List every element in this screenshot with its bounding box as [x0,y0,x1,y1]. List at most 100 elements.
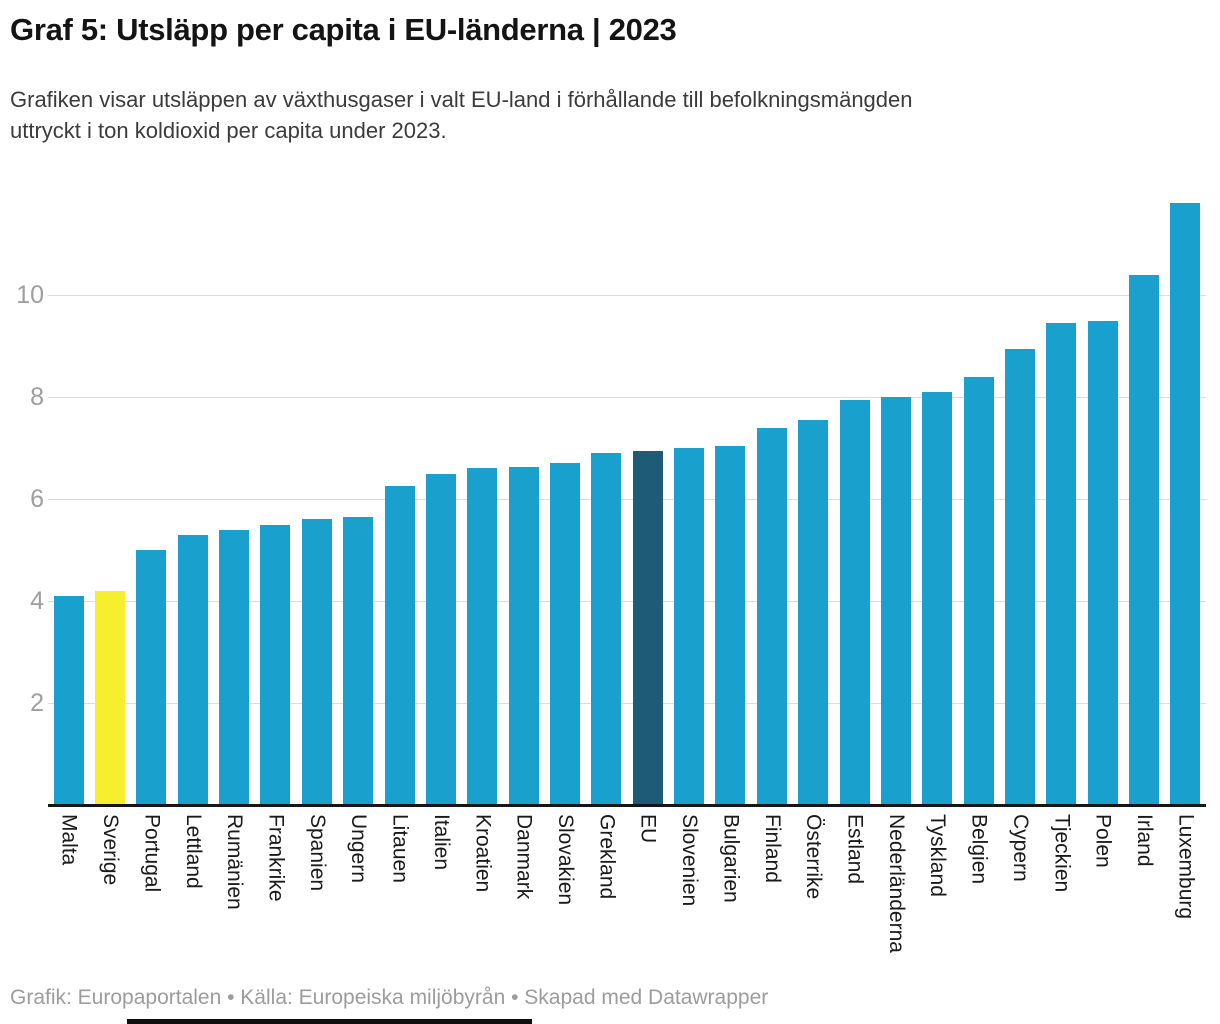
gridline-6 [48,499,1206,501]
bar-bulgarien[interactable] [715,445,746,805]
x-label-column-danmark: Danmark [503,814,544,899]
bar-column-luxemburg [1165,190,1206,805]
bar-column-spanien [296,190,337,805]
x-label-sverige: Sverige [99,814,123,886]
x-label-column-rumänien: Rumänien [213,814,254,910]
bar-column-kroatien [462,190,503,805]
bar-tjeckien[interactable] [1046,323,1077,805]
x-label-lettland: Lettland [181,814,205,889]
x-label-tjeckien: Tjeckien [1050,814,1074,893]
bar-column-irland [1123,190,1164,805]
bar-ungern[interactable] [343,516,374,805]
x-label-column-irland: Irland [1123,814,1164,867]
bar-lettland[interactable] [177,534,208,805]
bar-slovenien[interactable] [674,448,705,805]
bar-column-finland [751,190,792,805]
bar-column-österrike [792,190,833,805]
bar-danmark[interactable] [508,467,539,805]
bottom-strip [127,1019,532,1024]
x-label-grekland: Grekland [595,814,619,900]
x-label-column-kroatien: Kroatien [462,814,503,892]
x-axis-labels: Malta Sverige Portugal Lettland Rumänien Fran… [48,814,1206,974]
bar-column-belgien [958,190,999,805]
bar-österrike[interactable] [798,420,829,805]
bar-portugal[interactable] [136,550,167,805]
x-label-column-italien: Italien [420,814,461,870]
x-label-column-sverige: Sverige [89,814,130,885]
x-label-column-österrike: Österrike [792,814,833,899]
bar-luxemburg[interactable] [1170,203,1201,805]
x-label-litauen: Litauen [388,814,412,883]
bar-column-slovakien [544,190,585,805]
bar-eu[interactable] [632,450,663,805]
bar-column-rumänien [213,190,254,805]
bar-column-italien [420,190,461,805]
bar-nederländerna[interactable] [880,397,911,805]
bar-cypern[interactable] [1004,348,1035,805]
x-label-column-estland: Estland [834,814,875,884]
chart-subtitle: Grafiken visar utsläppen av växthusgaser… [10,84,913,146]
bar-column-lettland [172,190,213,805]
x-label-column-polen: Polen [1082,814,1123,868]
bar-litauen[interactable] [384,486,415,805]
bar-column-cypern [999,190,1040,805]
x-label-portugal: Portugal [140,814,164,893]
x-label-column-litauen: Litauen [379,814,420,883]
x-label-column-spanien: Spanien [296,814,337,891]
y-tick-label-2: 2 [30,689,44,717]
gridline-4 [48,601,1206,603]
bar-spanien[interactable] [301,519,332,805]
chart-title-text: Graf 5: Utsläpp per capita i EU-länderna… [10,12,677,47]
subtitle-line-1: Grafiken visar utsläppen av växthusgaser… [10,87,913,112]
bar-polen[interactable] [1087,320,1118,805]
y-tick-label-8: 8 [30,383,44,412]
bar-malta[interactable] [53,595,84,805]
gridline-8 [48,397,1206,399]
bar-belgien[interactable] [963,376,994,805]
x-label-slovakien: Slovakien [553,814,577,906]
bar-rumänien[interactable] [219,529,250,805]
x-label-nederländerna: Nederländerna [884,814,908,953]
bar-kroatien[interactable] [467,468,498,805]
bar-irland[interactable] [1129,274,1160,805]
x-label-finland: Finland [760,814,784,883]
bar-column-eu [627,190,668,805]
x-label-kroatien: Kroatien [471,814,495,893]
attribution-footer: Grafik: Europaportalen • Källa: Europeis… [10,986,769,1009]
x-axis-line [48,804,1206,807]
x-label-column-finland: Finland [751,814,792,883]
x-label-luxemburg: Luxemburg [1174,814,1198,920]
bar-frankrike[interactable] [260,524,291,805]
gridline-10 [48,295,1206,297]
x-label-column-tjeckien: Tjeckien [1041,814,1082,892]
x-label-column-luxemburg: Luxemburg [1165,814,1206,919]
y-tick-label-6: 6 [30,485,44,514]
bar-estland[interactable] [839,399,870,805]
x-label-column-lettland: Lettland [172,814,213,889]
bar-grekland[interactable] [591,453,622,805]
bar-column-ungern [338,190,379,805]
x-label-column-tyskland: Tyskland [917,814,958,897]
x-label-malta: Malta [57,814,81,866]
bar-column-frankrike [255,190,296,805]
x-label-column-frankrike: Frankrike [255,814,296,902]
x-label-column-eu: EU [627,814,668,843]
bar-sverige[interactable] [95,590,126,805]
bar-column-malta [48,190,89,805]
bar-italien[interactable] [425,473,456,805]
x-label-column-slovakien: Slovakien [544,814,585,905]
x-label-column-cypern: Cypern [999,814,1040,882]
x-label-österrike: Österrike [802,814,826,900]
bar-column-tyskland [917,190,958,805]
bar-column-estland [834,190,875,805]
bar-finland[interactable] [756,427,787,805]
x-label-column-ungern: Ungern [338,814,379,883]
x-label-column-slovenien: Slovenien [668,814,709,906]
bar-column-grekland [586,190,627,805]
x-label-irland: Irland [1133,814,1157,867]
bar-column-slovenien [668,190,709,805]
bar-tyskland[interactable] [922,391,953,805]
x-label-cypern: Cypern [1008,814,1032,882]
x-label-column-bulgarien: Bulgarien [710,814,751,903]
bar-slovakien[interactable] [549,463,580,805]
